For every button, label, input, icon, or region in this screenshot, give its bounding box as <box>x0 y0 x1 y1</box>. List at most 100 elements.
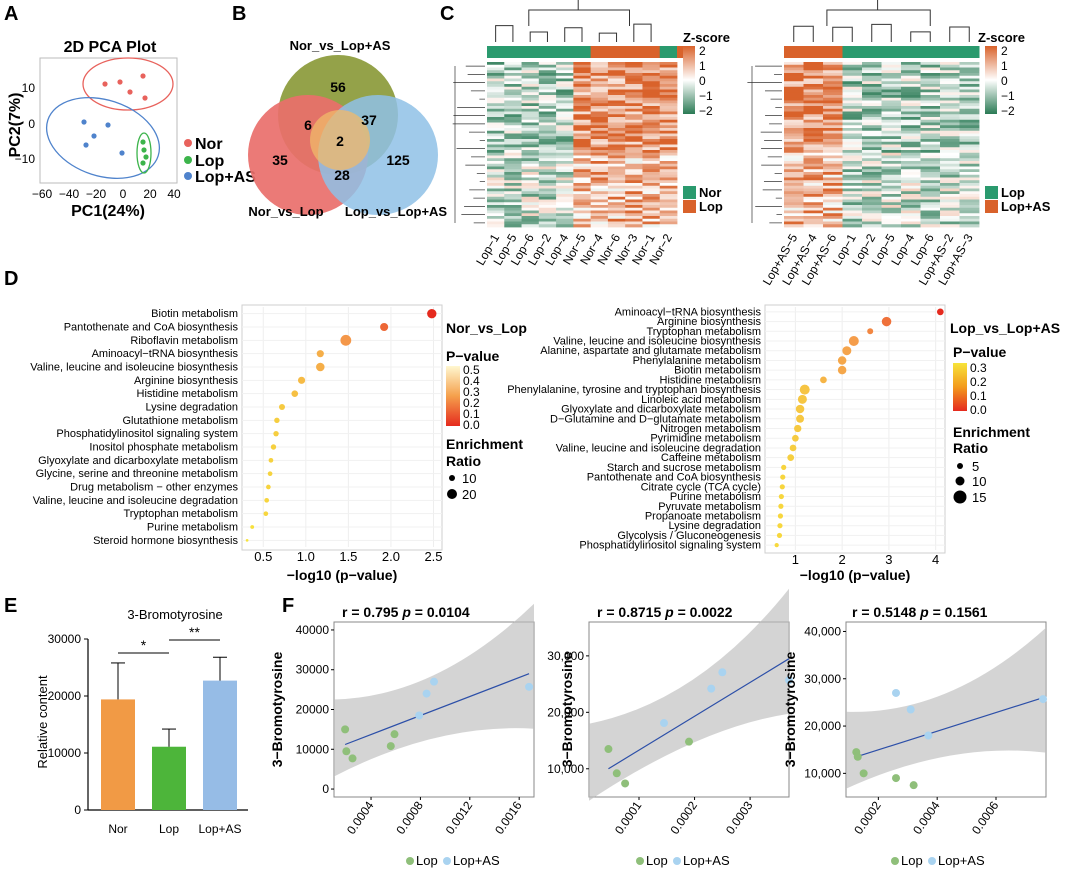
heatmap-cell <box>901 130 921 134</box>
heatmap-cell <box>881 78 902 82</box>
heatmap-cell <box>823 218 843 222</box>
heatmap-cell <box>573 202 592 206</box>
venn-label-top: Nor_vs_Lop+AS <box>290 38 391 53</box>
enrich-dot <box>774 543 779 548</box>
heatmap-cell <box>487 108 505 112</box>
enrich-dot <box>273 430 279 437</box>
heatmap-cell <box>901 202 921 206</box>
corr-ytick-label: 30,000 <box>804 672 841 686</box>
enrich-dot <box>787 454 795 462</box>
heatmap-1-legend-nor: Nor <box>699 185 721 200</box>
heatmap-cell <box>487 92 505 96</box>
heatmap-cell <box>803 174 824 178</box>
heatmap-cell <box>842 144 863 148</box>
heatmap-cell <box>842 117 863 121</box>
heatmap-cell <box>862 81 882 85</box>
heatmap-annotation <box>862 46 882 58</box>
heatmap-cell <box>573 111 592 115</box>
heatmap-cell <box>901 78 921 82</box>
heatmap-cell <box>959 152 980 156</box>
heatmap-cell <box>803 150 824 154</box>
venn-center <box>310 110 370 170</box>
heatmap-cell <box>607 207 626 211</box>
heatmap-cell <box>803 100 824 104</box>
heatmap-cell <box>823 185 843 189</box>
heatmap-cell <box>556 163 574 167</box>
heatmap-cell <box>940 84 960 88</box>
heatmap-cell <box>901 119 921 123</box>
heatmap-cell <box>642 75 661 79</box>
heatmap-cell <box>538 213 557 217</box>
heatmap-cell <box>862 177 882 181</box>
heatmap-cell <box>642 67 661 71</box>
heatmap-cell <box>842 161 863 165</box>
heatmap-cell <box>862 163 882 167</box>
corr-annotation: r = 0.795 p = 0.0104 <box>342 604 470 620</box>
heatmap-cell <box>607 221 626 225</box>
heatmap-cell <box>862 224 882 228</box>
heatmap-annotation <box>504 46 523 58</box>
heatmap-cell <box>901 218 921 222</box>
dendrogram-branch <box>633 23 652 42</box>
heatmap-cell <box>920 188 941 192</box>
enrich-dot <box>837 356 847 365</box>
heatmap-cell <box>573 86 592 90</box>
heatmap-cell <box>842 75 863 79</box>
heatmap-cell <box>659 191 678 195</box>
heatmap-cell <box>642 103 661 107</box>
panel-label-e: E <box>4 595 17 617</box>
heatmap-cell <box>940 191 960 195</box>
heatmap-cell <box>556 205 574 209</box>
heatmap-cell <box>521 213 540 217</box>
enrich-1-title: Nor_vs_Lop <box>446 320 527 336</box>
heatmap-cell <box>573 95 592 99</box>
heatmap-cell <box>901 92 921 96</box>
enrich-pathway-label: Histidine metabolism <box>137 388 238 400</box>
heatmap-cell <box>625 147 643 151</box>
heatmap-cell <box>823 172 843 176</box>
heatmap-cell <box>504 89 522 93</box>
heatmap-cell <box>625 185 643 189</box>
heatmap-cell <box>842 194 863 198</box>
heatmap-cell <box>487 75 505 79</box>
heatmap-cell <box>862 218 882 222</box>
heatmap-cell <box>803 141 824 145</box>
heatmap-cell <box>784 172 804 176</box>
heatmap-cell <box>823 216 843 220</box>
heatmap-cell <box>607 84 626 88</box>
heatmap-cell <box>573 89 592 93</box>
heatmap-cell <box>881 183 902 187</box>
heatmap-cell <box>504 150 522 154</box>
heatmap-cell <box>538 152 557 156</box>
heatmap-cell <box>607 67 626 71</box>
heatmap-cell <box>607 136 626 140</box>
heatmap-cell <box>959 155 980 159</box>
heatmap-cell <box>538 92 557 96</box>
heatmap-cell <box>940 70 960 74</box>
heatmap-cell <box>556 169 574 173</box>
heatmap-cell <box>803 136 824 140</box>
heatmap-cell <box>940 152 960 156</box>
heatmap-cell <box>959 130 980 134</box>
heatmap-cell <box>521 106 540 110</box>
pca-ylabel: PC2(7%) <box>7 93 24 158</box>
heatmap-2-ztick: 2 <box>1001 44 1008 58</box>
heatmap-cell <box>920 130 941 134</box>
heatmap-cell <box>556 180 574 184</box>
heatmap-cell <box>659 84 678 88</box>
enrich-pathway-label: Arginine biosynthesis <box>134 375 238 387</box>
heatmap-cell <box>901 177 921 181</box>
heatmap-cell <box>642 166 661 170</box>
heatmap-cell <box>920 221 941 225</box>
heatmap-cell <box>842 141 863 145</box>
heatmap-cell <box>607 122 626 126</box>
heatmap-cell <box>590 103 609 107</box>
heatmap-cell <box>625 114 643 118</box>
heatmap-cell <box>556 141 574 145</box>
heatmap-cell <box>940 224 960 228</box>
heatmap-cell <box>573 70 592 74</box>
heatmap-cell <box>487 67 505 71</box>
heatmap-cell <box>642 97 661 101</box>
enrich-dot <box>778 503 784 509</box>
